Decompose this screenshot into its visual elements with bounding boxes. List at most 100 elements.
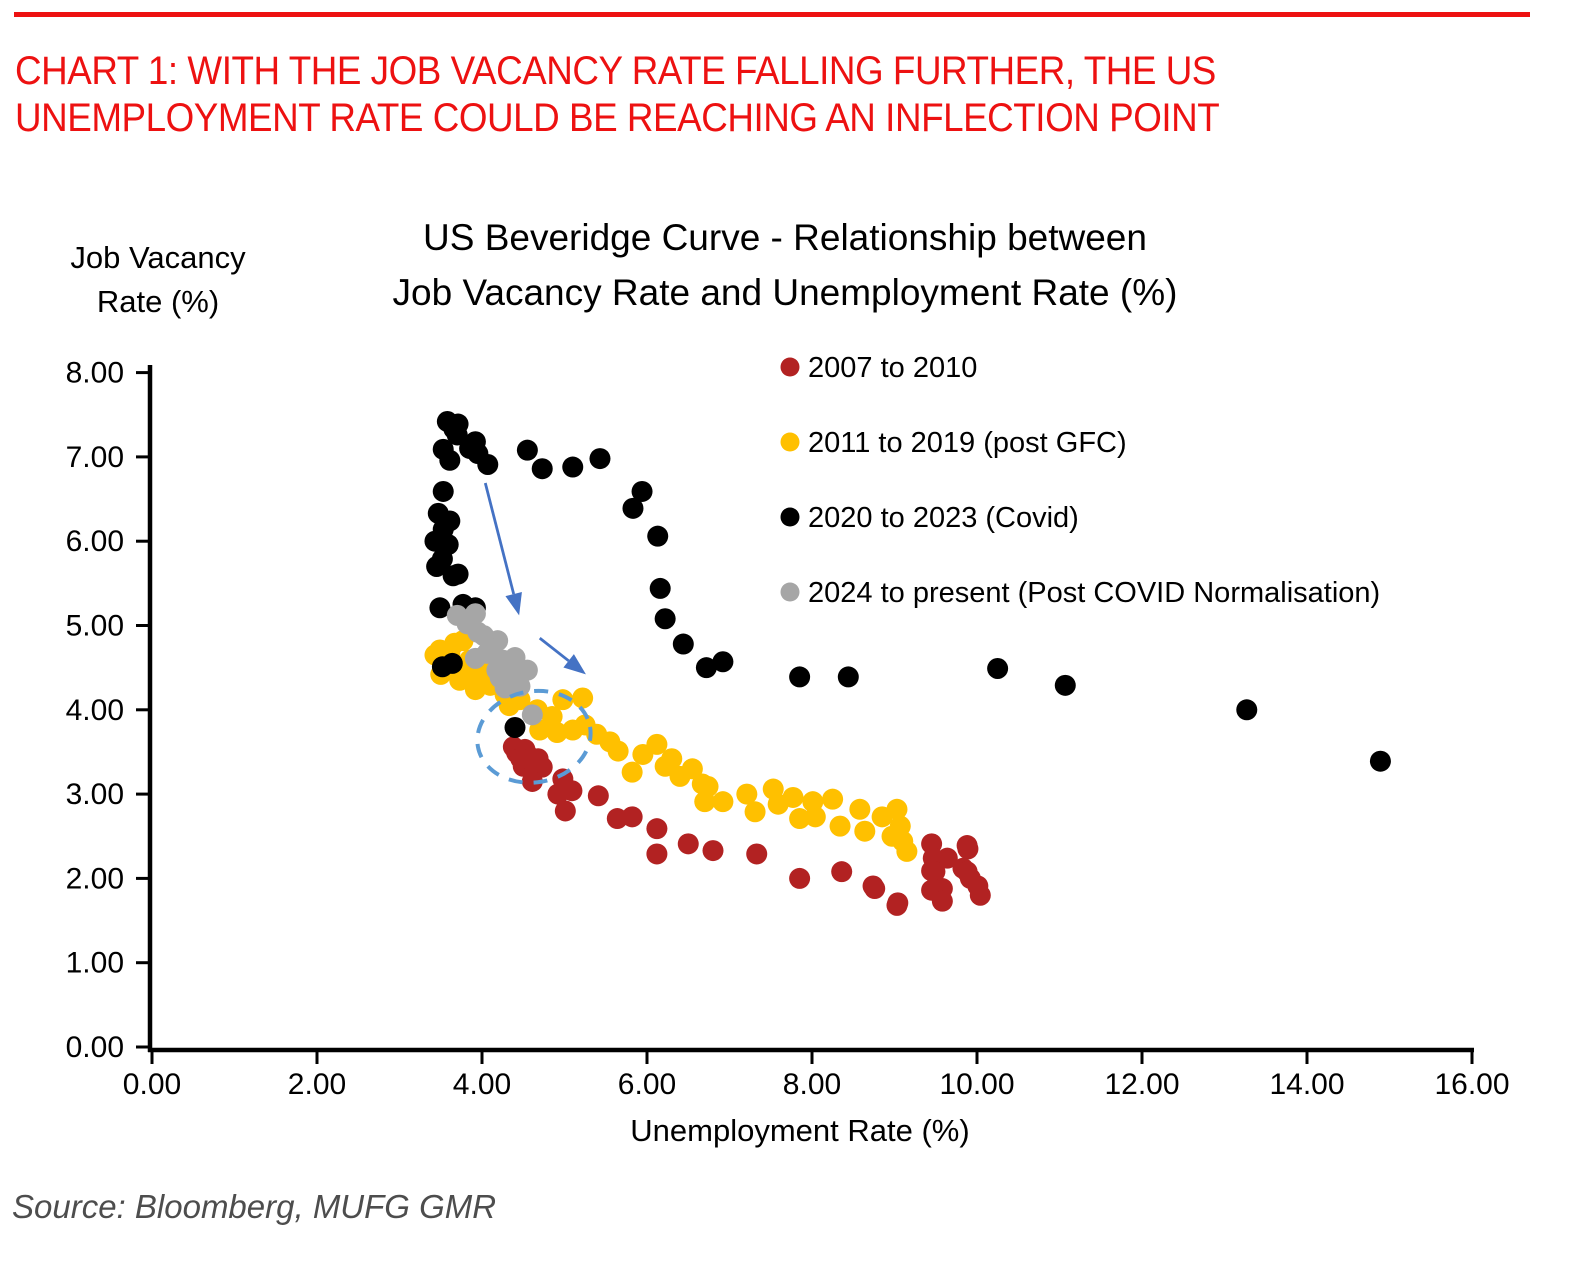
data-point xyxy=(987,657,1009,679)
x-axis-label: Unemployment Rate (%) xyxy=(630,1113,969,1148)
data-point xyxy=(546,722,568,744)
data-point xyxy=(552,689,574,711)
data-point xyxy=(562,456,584,478)
legend-item: 2024 to present (Post COVID Normalisatio… xyxy=(780,577,1380,609)
legend-marker xyxy=(780,507,800,527)
data-point xyxy=(762,778,784,800)
report-title: CHART 1: WITH THE JOB VACANCY RATE FALLI… xyxy=(15,48,1575,142)
data-point xyxy=(432,480,454,502)
data-point xyxy=(509,675,531,697)
legend-label: 2024 to present (Post COVID Normalisatio… xyxy=(808,577,1380,609)
x-tick-label: 6.00 xyxy=(618,1068,676,1101)
data-point xyxy=(521,770,543,792)
chart-title-line2: Job Vacancy Rate and Unemployment Rate (… xyxy=(393,272,1178,313)
legend-item: 2007 to 2010 xyxy=(780,352,977,384)
source-note: Source: Bloomberg, MUFG GMR xyxy=(12,1188,497,1225)
data-point xyxy=(562,719,584,741)
data-point xyxy=(589,448,611,470)
legend-marker xyxy=(780,432,800,452)
data-point xyxy=(694,791,716,813)
data-point xyxy=(441,652,463,674)
data-point xyxy=(572,687,594,709)
x-tick-label: 16.00 xyxy=(1434,1068,1509,1101)
chart-title-line1: US Beveridge Curve - Relationship betwee… xyxy=(423,217,1147,258)
data-point xyxy=(831,861,853,883)
data-point xyxy=(504,717,526,739)
data-point xyxy=(531,458,553,480)
data-point xyxy=(521,704,543,726)
data-point xyxy=(712,651,734,673)
x-tick-label: 8.00 xyxy=(783,1068,841,1101)
data-point xyxy=(459,437,481,459)
y-tick-label: 0.00 xyxy=(66,1031,124,1064)
annotation-ellipse xyxy=(475,688,593,785)
data-point xyxy=(837,666,859,688)
data-point xyxy=(849,798,871,820)
annotation-arrow-line xyxy=(538,637,570,662)
data-point xyxy=(498,695,520,717)
x-tick-label: 0.00 xyxy=(123,1068,181,1101)
series-2011-to-2019-post-gfc- xyxy=(424,630,918,862)
data-point xyxy=(477,453,499,475)
data-point xyxy=(957,838,979,860)
data-point xyxy=(516,439,538,461)
legend-item: 2011 to 2019 (post GFC) xyxy=(780,427,1127,459)
data-point xyxy=(746,843,768,865)
annotation-arrow-line xyxy=(483,482,516,595)
y-tick-label: 2.00 xyxy=(66,862,124,895)
y-axis-label-line2: Rate (%) xyxy=(97,284,219,319)
data-point xyxy=(969,884,991,906)
data-point xyxy=(822,788,844,810)
data-point xyxy=(547,783,569,805)
data-point xyxy=(677,833,699,855)
data-point xyxy=(924,861,946,883)
data-point xyxy=(647,525,669,547)
legend: 2007 to 2010 2011 to 2019 (post GFC) 2020 … xyxy=(780,352,1380,609)
axes: 0.00 2.00 4.00 6.00 8.00 10.00 12.00 14.00 16.00… xyxy=(66,357,1510,1101)
data-point xyxy=(712,791,734,813)
data-point xyxy=(854,820,876,842)
y-tick-label: 5.00 xyxy=(66,610,124,643)
data-point xyxy=(695,657,717,679)
data-point xyxy=(887,892,909,914)
data-point xyxy=(443,418,465,440)
y-tick-label: 6.00 xyxy=(66,525,124,558)
data-point xyxy=(802,791,824,813)
x-tick-label: 4.00 xyxy=(453,1068,511,1101)
y-tick-label: 3.00 xyxy=(66,778,124,811)
data-point xyxy=(622,497,644,519)
data-point xyxy=(931,890,953,912)
y-axis-label-line1: Job Vacancy xyxy=(70,240,246,275)
series-2007-to-2010 xyxy=(502,736,991,916)
data-point xyxy=(439,449,461,471)
data-point xyxy=(654,608,676,630)
y-tick-label: 4.00 xyxy=(66,694,124,727)
data-point xyxy=(1236,699,1258,721)
annotations xyxy=(475,482,593,785)
series-2020-to-2023-covid- xyxy=(424,410,1391,772)
data-point xyxy=(744,801,766,823)
y-tick-label: 8.00 xyxy=(66,357,124,390)
x-tick-label: 12.00 xyxy=(1104,1068,1179,1101)
data-point xyxy=(871,806,893,828)
data-point xyxy=(632,743,654,765)
data-point xyxy=(510,748,532,770)
series-2024-to-present-post-covid-normalisation- xyxy=(446,603,543,726)
report-title-line2: UNEMPLOYMENT RATE COULD BE REACHING AN I… xyxy=(15,96,1220,140)
data-point xyxy=(862,875,884,897)
data-point xyxy=(464,647,486,669)
data-point xyxy=(646,843,668,865)
data-point xyxy=(489,667,511,689)
y-tick-label: 1.00 xyxy=(66,947,124,980)
data-point xyxy=(654,755,676,777)
data-point xyxy=(736,783,758,805)
legend-item: 2020 to 2023 (Covid) xyxy=(780,502,1079,534)
data-point xyxy=(1369,750,1391,772)
data-point xyxy=(881,825,903,847)
legend-marker xyxy=(780,582,800,602)
data-point xyxy=(789,867,811,889)
legend-label: 2011 to 2019 (post GFC) xyxy=(808,427,1127,459)
scatter-points xyxy=(424,410,1391,916)
